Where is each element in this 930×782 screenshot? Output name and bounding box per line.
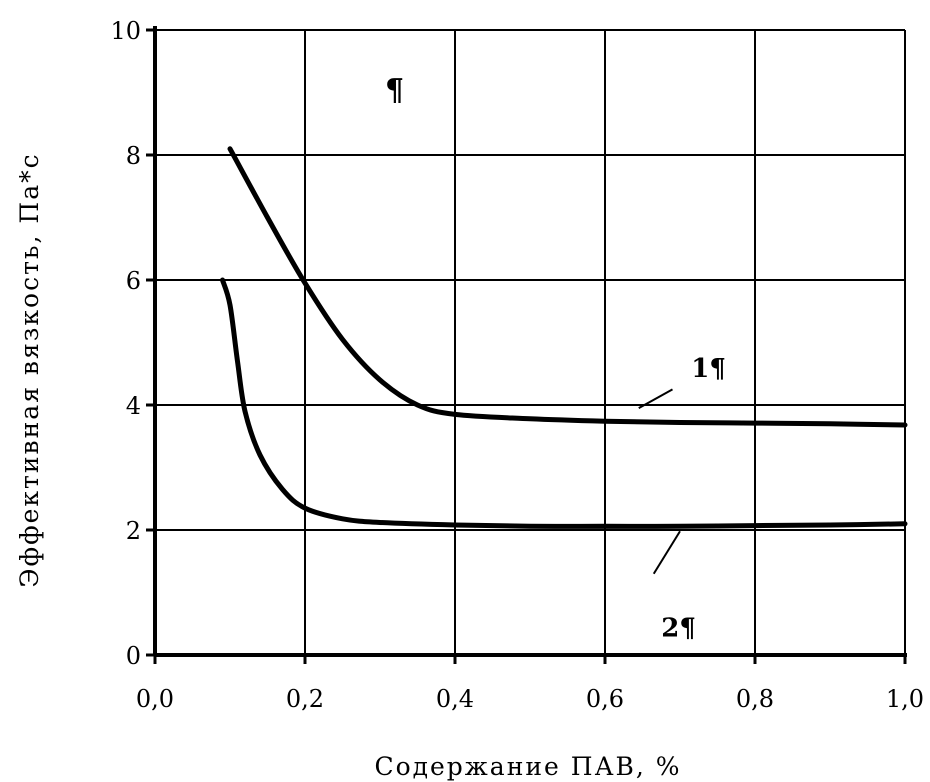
x-tick-label: 0,8 [736, 685, 774, 713]
y-tick-label: 10 [110, 17, 141, 45]
x-ticks: 0,0 0,2 0,4 0,6 0,8 1,0 [136, 655, 924, 713]
y-tick-label: 6 [126, 267, 141, 295]
curve-1-leader [638, 388, 673, 409]
axes [153, 26, 907, 657]
curve-2 [220, 277, 908, 529]
curve-1-label: 1¶ [691, 354, 726, 384]
x-tick-label: 0,2 [286, 685, 324, 713]
curve-labels: 1¶ 2¶ [661, 354, 726, 643]
x-tick-label: 0,0 [136, 685, 174, 713]
x-tick-label: 1,0 [886, 685, 924, 713]
x-axis-label: Содержание ПАВ, % [374, 752, 681, 781]
curves [220, 146, 908, 529]
curve-1 [227, 146, 908, 428]
x-tick-label: 0,6 [586, 685, 624, 713]
annotation-mark: ¶ [385, 73, 404, 108]
y-tick-label: 0 [126, 642, 141, 670]
y-tick-label: 8 [126, 142, 141, 170]
curve-2-label: 2¶ [661, 613, 696, 643]
y-axis-label: Эффективная вязкость, Па*с [15, 152, 44, 587]
y-tick-label: 2 [126, 517, 141, 545]
leader-lines [638, 388, 681, 575]
y-ticks: 0 2 4 6 8 10 [110, 17, 155, 670]
curve-2-leader [652, 530, 681, 575]
y-tick-label: 4 [126, 392, 141, 420]
grid [155, 29, 906, 655]
x-tick-label: 0,4 [436, 685, 474, 713]
